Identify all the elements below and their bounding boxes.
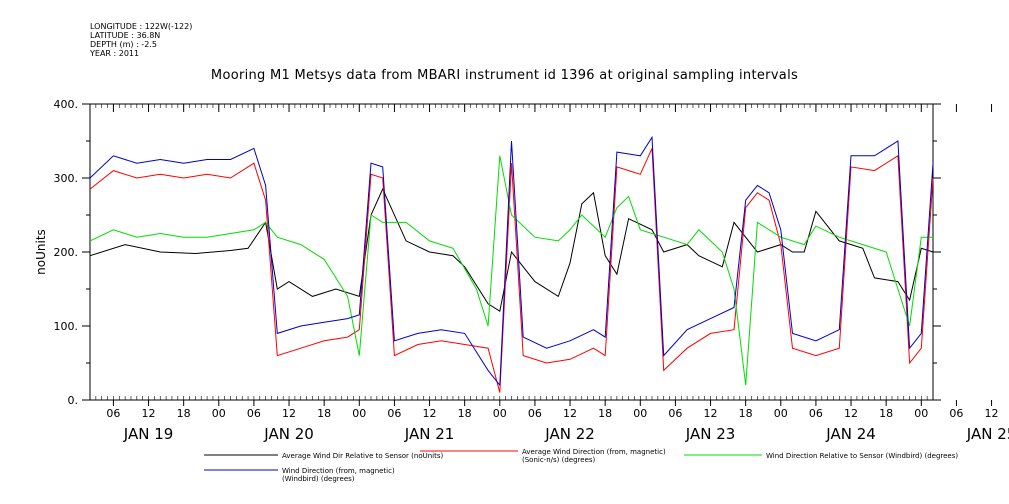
series-line-0	[89, 187, 934, 313]
longitude-label: LONGITUDE : 122W(-122)	[90, 22, 193, 31]
x-day-label: JAN 22	[544, 425, 595, 443]
x-tick-label: 00	[352, 407, 366, 420]
x-tick-label: 18	[458, 407, 472, 420]
y-tick-label: 200.	[54, 246, 79, 259]
x-tick-label: 00	[774, 407, 788, 420]
depth-label: DEPTH (m) : -2.5	[90, 40, 157, 49]
x-tick-label: 12	[563, 407, 577, 420]
x-tick-label: 00	[212, 407, 226, 420]
series-line-2	[89, 155, 933, 386]
x-tick-label: 06	[387, 407, 401, 420]
x-tick-label: 06	[668, 407, 682, 420]
y-tick-label: 400.	[54, 98, 79, 111]
x-day-label: JAN 20	[263, 425, 314, 443]
x-tick-label: 00	[633, 407, 647, 420]
x-tick-label: 12	[423, 407, 437, 420]
x-tick-label: 18	[879, 407, 893, 420]
chart-title: Mooring M1 Metsys data from MBARI instru…	[210, 68, 799, 83]
legend-label-1: Average Wind Direction (from, magnetic) …	[522, 448, 666, 464]
x-tick-label: 18	[598, 407, 612, 420]
x-day-label: JAN 19	[123, 425, 174, 443]
x-tick-label: 06	[106, 407, 120, 420]
x-tick-label: 12	[844, 407, 858, 420]
x-day-label: JAN 24	[825, 425, 876, 443]
legend-label-2: Wind Direction Relative to Sensor (Windb…	[766, 452, 959, 460]
y-tick-label: 0.	[68, 394, 79, 407]
x-tick-label: 12	[142, 407, 156, 420]
x-day-label: JAN 23	[685, 425, 736, 443]
x-tick-label: 06	[247, 407, 261, 420]
x-tick-label: 06	[528, 407, 542, 420]
x-tick-label: 18	[177, 407, 191, 420]
y-tick-label: 300.	[54, 172, 79, 185]
y-tick-label: 100.	[54, 320, 79, 333]
year-label: YEAR : 2011	[90, 49, 140, 58]
latitude-label: LATITUDE : 36.8N	[90, 31, 161, 40]
x-tick-label: 18	[739, 407, 753, 420]
x-tick-label: 18	[317, 407, 331, 420]
x-tick-label: 06	[809, 407, 823, 420]
metadata-block: LONGITUDE : 122W(-122) LATITUDE : 36.8N …	[90, 22, 192, 58]
legend-label-0: Average Wind Dir Relative to Sensor (noU…	[282, 452, 444, 460]
x-day-label: JAN 25	[966, 425, 1009, 443]
x-tick-label: 00	[493, 407, 507, 420]
x-tick-label: 06	[949, 407, 963, 420]
x-tick-label: 12	[704, 407, 718, 420]
series-line-3	[89, 135, 934, 387]
x-tick-label: 12	[282, 407, 296, 420]
x-tick-label: 12	[985, 407, 999, 420]
x-day-label: JAN 21	[404, 425, 455, 443]
legend-label-3: Wind Direction (from, magnetic) (Windbir…	[282, 467, 395, 483]
series-line-1	[89, 148, 934, 393]
x-tick-label: 00	[914, 407, 928, 420]
y-axis-label: noUnits	[34, 229, 48, 275]
